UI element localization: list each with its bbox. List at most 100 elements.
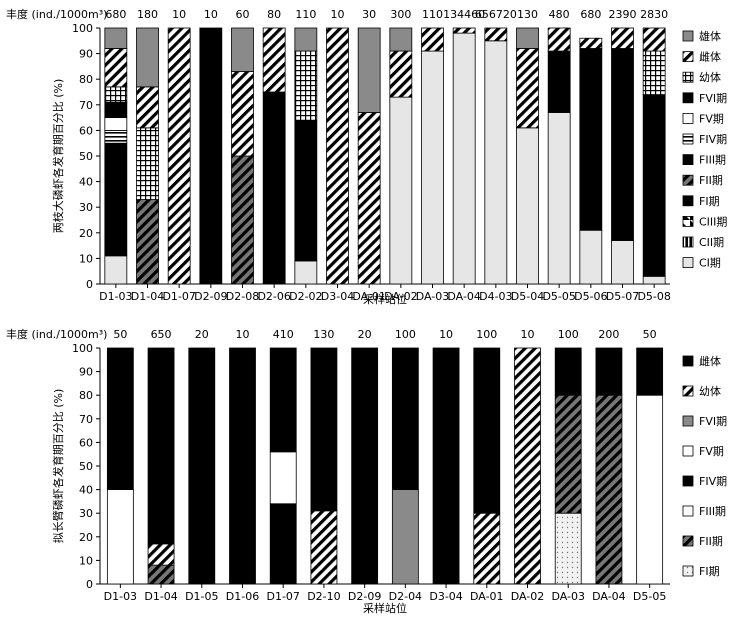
abundance-value: 10 [521,328,535,341]
y-tick-label: 10 [79,252,93,265]
bar-segment [642,50,666,95]
abundance-value: 50 [113,328,127,341]
bar-segment [547,50,571,113]
x-tick-label: D5-06 [574,290,607,303]
bar-segment [136,86,159,129]
y-axis-label: 两枝大磷虾各发育期百分比 (%) [51,79,65,234]
bar-segment [104,48,128,88]
bar-segment [294,50,318,121]
legend-swatch [682,475,694,487]
abundance-value: 130 [313,328,334,341]
x-tick-label: DA-03 [551,590,585,603]
legend-swatch [682,133,694,145]
chart-1: 丰度 (ind./1000m³)680 180 10 10 60 80 110 10 30 300… [6,7,727,306]
abundance-value: 134460 [443,8,485,21]
legend-label: FI期 [699,565,720,578]
bar-segment [579,229,603,285]
x-tick-label: D4-03 [479,290,512,303]
y-tick-label: 60 [79,124,93,137]
legend-swatch [682,385,694,397]
abundance-value: 110 [422,8,443,21]
bar-segment [357,27,381,113]
bar-segment [642,27,666,52]
bar-segment [294,27,318,52]
x-tick-label: DA-02 [511,590,545,603]
legend-label: 幼体 [699,70,721,84]
abundance-label: 丰度 (ind./1000m³) [6,7,107,21]
legend-swatch [682,195,694,207]
bar-segment [351,347,379,585]
bar-segment [516,48,539,129]
y-tick-label: 50 [79,460,93,473]
y-tick-label: 50 [79,150,93,163]
bar-segment [473,512,501,585]
abundance-value: 130 [517,8,538,21]
abundance-value: 200 [598,328,619,341]
x-axis-label: 采样站位 [363,292,407,306]
bar-segment [642,94,666,277]
bar-segment [636,394,664,585]
legend-label: 雌体 [699,50,721,64]
bar-segment [229,347,256,585]
abundance-value: 100 [558,328,579,341]
bar-segment [389,96,413,285]
bar-segment [294,119,318,262]
y-tick-label: 20 [79,531,93,544]
abundance-value: 656720 [475,8,517,21]
x-tick-label: D1-04 [144,590,177,603]
y-tick-label: 80 [79,389,93,402]
bar-segment [389,50,413,98]
legend-swatch [682,71,694,83]
legend-label: CI期 [699,257,721,270]
x-tick-label: D3-04 [429,590,462,603]
abundance-value: 110 [295,8,316,21]
x-tick-label: DA-02 [384,290,418,303]
abundance-value: 60 [236,8,250,21]
bar-segment [611,27,634,49]
abundance-value: 650 [151,328,172,341]
legend-swatch [682,236,694,248]
bar-segment [104,255,128,285]
bar-segment [231,27,254,72]
x-tick-label: D1-03 [104,590,137,603]
x-tick-label: D1-04 [131,290,164,303]
x-tick-label: D2-09 [194,290,227,303]
bar-segment [611,48,634,241]
bar-segment [104,142,128,149]
legend-swatch [682,355,694,367]
y-tick-label: 90 [79,366,93,379]
x-tick-label: DA-01 [470,590,504,603]
abundance-value: 2390 [609,8,637,21]
x-tick-label: D5-05 [542,290,575,303]
x-tick-label: D3-04 [321,290,354,303]
x-tick-label: DA-04 [592,590,626,603]
y-tick-label: 0 [86,278,93,291]
legend-label: FV期 [699,445,724,458]
y-tick-label: 90 [79,48,93,61]
bar-segment [554,347,582,396]
bar-segment [147,543,175,566]
legend-swatch [682,113,694,124]
x-tick-label: D5-04 [511,290,544,303]
x-tick-label: D2-10 [307,590,340,603]
y-tick-label: 0 [86,578,93,591]
y-tick-label: 70 [79,413,93,426]
bar-segment [231,71,254,157]
abundance-value: 180 [137,8,158,21]
y-axis-label: 拟长臂磷虾各发育期百分比 (%) [51,389,65,544]
bar-segment [391,347,419,491]
bar-segment [516,27,539,49]
bar-segment [484,27,508,42]
y-tick-label: 100 [72,22,93,35]
abundance-value: 2830 [640,8,668,21]
bar-segment [579,37,603,49]
legend-label: FIV期 [699,133,727,146]
x-tick-label: D1-07 [266,590,299,603]
abundance-value: 100 [476,328,497,341]
y-tick-label: 30 [79,507,93,520]
y-tick-label: 70 [79,99,93,112]
bar-segment [547,27,571,52]
legend-label: 雌体 [699,354,721,368]
bar-segment [106,347,134,491]
